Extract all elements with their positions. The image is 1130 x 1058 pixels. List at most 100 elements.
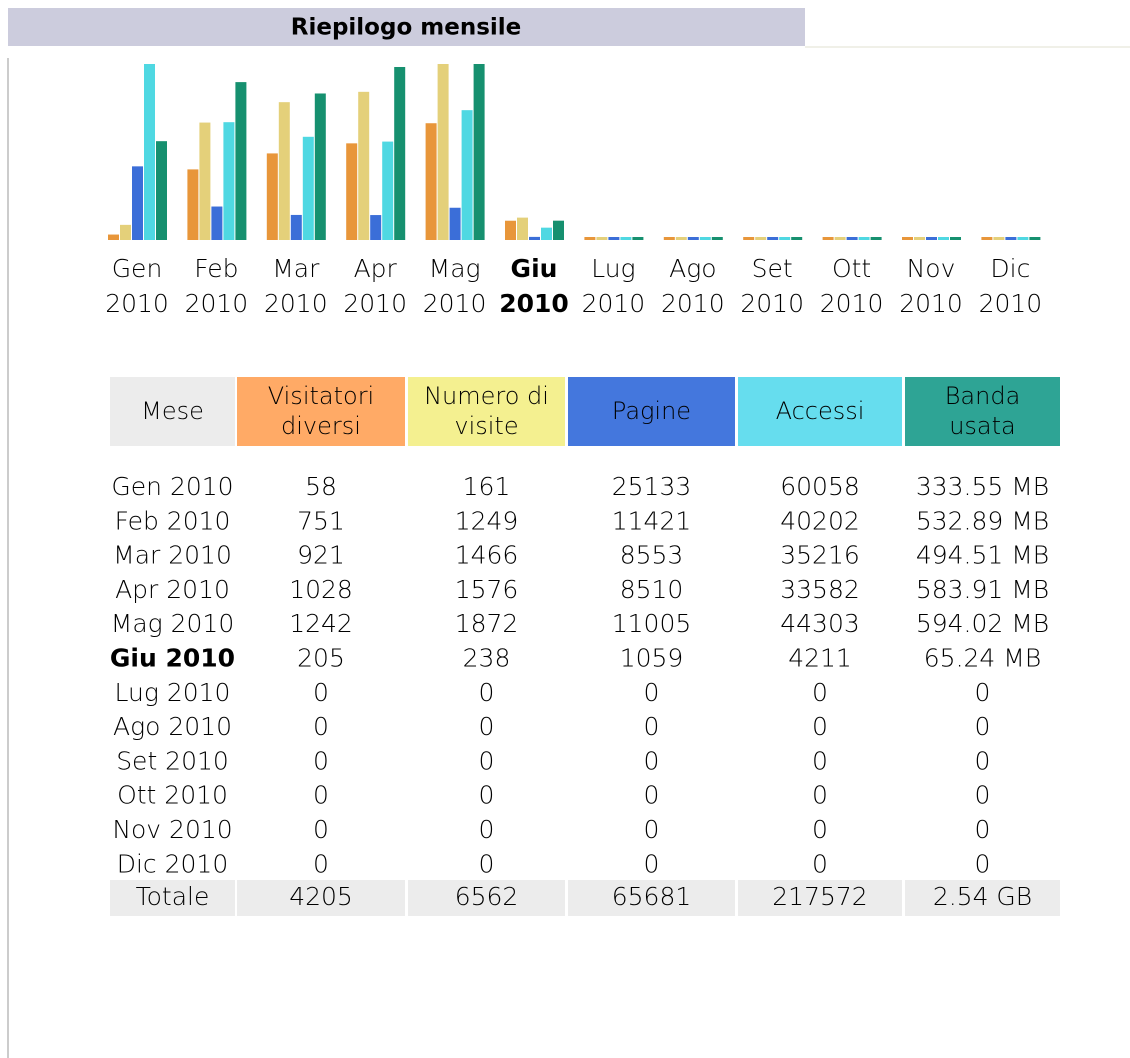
cell: 494.51 MB bbox=[916, 541, 1049, 570]
year-label: 2010 bbox=[899, 289, 963, 318]
year-label: 2010 bbox=[105, 289, 169, 318]
bar bbox=[394, 66, 406, 240]
bar bbox=[358, 91, 370, 240]
bar bbox=[993, 237, 1005, 240]
total-cell bbox=[408, 880, 565, 916]
cell: 6562 bbox=[455, 882, 519, 911]
cell: 1028 bbox=[289, 575, 353, 604]
column-header: Visitatori bbox=[268, 382, 374, 410]
cell: 1872 bbox=[455, 609, 519, 638]
cell: 1242 bbox=[289, 609, 353, 638]
bar bbox=[108, 234, 119, 240]
cell: Totale bbox=[136, 882, 210, 911]
header-cell bbox=[408, 377, 565, 446]
bar bbox=[278, 102, 290, 241]
cell: 0 bbox=[644, 815, 660, 844]
month-label: Gen bbox=[112, 254, 163, 283]
year-label: 2010 bbox=[185, 289, 249, 318]
month-label: Nov bbox=[907, 254, 956, 283]
bar bbox=[914, 237, 925, 240]
bar bbox=[870, 237, 882, 240]
month-label: Ago bbox=[669, 254, 716, 283]
cell: 205 bbox=[297, 644, 345, 673]
bar bbox=[290, 214, 302, 240]
column-header: usata bbox=[949, 412, 1016, 440]
cell: 0 bbox=[313, 849, 329, 878]
total-cell bbox=[905, 880, 1060, 916]
cell: 532.89 MB bbox=[916, 506, 1049, 535]
cell: 0 bbox=[812, 678, 828, 707]
cell: 921 bbox=[297, 541, 345, 570]
cell: Ago 2010 bbox=[113, 712, 232, 741]
cell: Mar 2010 bbox=[113, 541, 232, 570]
cell: 0 bbox=[975, 712, 991, 741]
cell: 0 bbox=[975, 678, 991, 707]
bar bbox=[449, 207, 461, 240]
cell: 0 bbox=[975, 849, 991, 878]
bar bbox=[1005, 237, 1017, 240]
bar bbox=[156, 141, 167, 240]
cell: 0 bbox=[812, 815, 828, 844]
cell: 33582 bbox=[780, 575, 860, 604]
column-header: Mese bbox=[141, 397, 204, 425]
month-label: Dic bbox=[990, 254, 1030, 283]
bar bbox=[767, 237, 779, 240]
cell: 0 bbox=[975, 781, 991, 810]
bar bbox=[235, 82, 247, 240]
bar bbox=[834, 237, 846, 240]
year-label: 2010 bbox=[264, 289, 328, 318]
bar bbox=[314, 93, 326, 240]
cell: Nov 2010 bbox=[112, 815, 232, 844]
bar bbox=[370, 215, 382, 240]
cell: Feb 2010 bbox=[115, 506, 231, 535]
cell: 0 bbox=[479, 815, 495, 844]
cell: 0 bbox=[644, 678, 660, 707]
bar bbox=[846, 237, 858, 240]
year-label: 2010 bbox=[499, 289, 569, 318]
bar bbox=[858, 237, 870, 240]
month-label: Set bbox=[752, 254, 793, 283]
cell: 44303 bbox=[780, 609, 860, 638]
cell: Dic 2010 bbox=[117, 849, 229, 878]
cell: 40202 bbox=[780, 506, 860, 535]
cell: 0 bbox=[644, 712, 660, 741]
cell: 0 bbox=[479, 712, 495, 741]
bar bbox=[699, 237, 711, 240]
cell: 0 bbox=[975, 746, 991, 775]
bar bbox=[902, 237, 913, 240]
month-label: Lug bbox=[591, 254, 635, 283]
cell: 1466 bbox=[455, 541, 519, 570]
bar bbox=[266, 153, 278, 240]
cell: 2.54 GB bbox=[933, 882, 1032, 911]
month-label: Mar bbox=[272, 254, 320, 283]
bar bbox=[382, 141, 394, 240]
cell: 35216 bbox=[780, 541, 860, 570]
bar bbox=[505, 220, 516, 240]
bar bbox=[743, 237, 755, 240]
bar bbox=[596, 237, 608, 240]
month-label: Feb bbox=[194, 254, 238, 283]
header-cell bbox=[237, 377, 405, 446]
month-label: Giu bbox=[511, 254, 558, 283]
cell: 0 bbox=[313, 678, 329, 707]
column-header: diversi bbox=[281, 412, 361, 440]
year-label: 2010 bbox=[979, 289, 1043, 318]
bar bbox=[120, 224, 131, 240]
bar bbox=[529, 236, 540, 240]
bar bbox=[711, 237, 723, 240]
bar bbox=[541, 227, 552, 240]
total-cell bbox=[568, 880, 735, 916]
cell: 1249 bbox=[455, 506, 519, 535]
bar bbox=[132, 166, 143, 240]
cell: 238 bbox=[463, 644, 511, 673]
header-cell bbox=[905, 377, 1060, 446]
year-label: 2010 bbox=[820, 289, 884, 318]
bar bbox=[553, 220, 564, 240]
cell: 0 bbox=[812, 849, 828, 878]
bar bbox=[981, 237, 993, 240]
bar bbox=[199, 122, 211, 240]
bar bbox=[144, 64, 155, 240]
year-label: 2010 bbox=[582, 289, 646, 318]
cell: 751 bbox=[297, 506, 345, 535]
